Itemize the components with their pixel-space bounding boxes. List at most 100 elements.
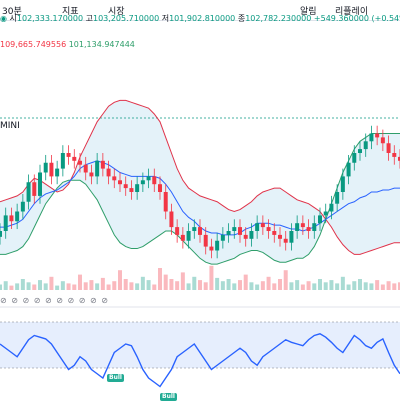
bull-signal-2: Bull — [160, 393, 177, 401]
volume-bar — [78, 274, 82, 290]
volume-bar — [346, 284, 351, 290]
volume-bar — [112, 281, 117, 290]
candle-body — [358, 149, 362, 153]
volume-bar — [106, 284, 111, 290]
candle-body — [386, 143, 391, 153]
candle-body — [289, 231, 294, 243]
volume-bar — [0, 284, 2, 290]
candle-body — [163, 192, 168, 212]
candle-body — [140, 180, 145, 185]
bb-lower-value: 101,134.947444 — [68, 40, 135, 49]
candle-body — [398, 156, 400, 161]
candle-body — [43, 162, 48, 173]
volume-bar — [55, 285, 60, 290]
volume-bar — [380, 284, 385, 290]
volume-bar — [340, 276, 345, 290]
candle-body — [392, 153, 397, 157]
candle-body — [295, 223, 300, 231]
candle-body — [363, 141, 368, 150]
volume-bar — [38, 280, 42, 290]
volume-bar — [283, 270, 288, 290]
bb-legend: 109,665.749556 101,134.947444 — [0, 40, 135, 49]
candle-body — [95, 160, 100, 177]
symbol-fragment: MINI — [0, 121, 20, 131]
volume-bar — [203, 282, 208, 290]
volume-bar — [289, 282, 294, 290]
candle-body — [300, 223, 305, 228]
toolbar-replay[interactable]: 리플레이 — [335, 7, 369, 17]
candle-body — [192, 227, 197, 231]
volume-bar — [266, 276, 271, 290]
candle-body — [89, 172, 94, 177]
volume-bar — [392, 283, 397, 290]
candle-body — [260, 223, 265, 228]
candle-body — [180, 234, 185, 241]
candle-body — [375, 133, 380, 138]
volume-bar — [60, 281, 65, 290]
volume-bar — [335, 283, 340, 290]
volume-bar — [186, 283, 191, 290]
candle-body — [60, 153, 65, 169]
candle-body — [198, 227, 202, 235]
candle-body — [329, 203, 334, 212]
candle-body — [32, 182, 37, 196]
oscillator-controls[interactable]: ⊘ ⊘ ⊘ ⊘ ⊘ ⊘ ⊘ ⊘ ⊘ ⊘ — [0, 296, 109, 305]
top-toolbar: 30분 지표 시장 알림 리플레이 — [0, 0, 400, 21]
eye-icon[interactable]: ◉ — [0, 14, 7, 23]
bull-signal-1: Bull — [107, 374, 124, 382]
candle-body — [255, 223, 260, 231]
candle-body — [232, 227, 237, 231]
volume-bar — [89, 280, 94, 290]
volume-bar — [169, 279, 174, 290]
volume-bar — [318, 279, 322, 290]
volume-bar — [100, 277, 105, 290]
volume-bar — [272, 283, 277, 290]
volume-bar — [135, 283, 140, 290]
volume-bar — [72, 284, 77, 290]
bb-lower-line — [0, 133, 400, 265]
candle-body — [106, 168, 111, 177]
volume-bar — [226, 279, 231, 290]
oscillator-band — [0, 322, 400, 368]
volume-bar — [295, 280, 300, 290]
volume-bar — [43, 283, 48, 290]
candle-body — [323, 211, 328, 216]
volume-bar — [306, 281, 311, 290]
candle-body — [340, 176, 345, 192]
toolbar-market[interactable]: 시장 — [108, 7, 125, 17]
candle-body — [129, 188, 134, 192]
toolbar-alerts[interactable]: 알림 — [300, 7, 317, 17]
volume-bar — [66, 283, 71, 290]
volume-bar — [158, 268, 162, 290]
volume-bar — [243, 274, 248, 290]
candle-body — [318, 215, 322, 224]
toolbar-indicators[interactable]: 지표 — [62, 7, 79, 17]
volume-bar — [215, 277, 220, 290]
volume-bar — [95, 283, 100, 290]
volume-bar — [163, 274, 168, 290]
volume-bar — [249, 282, 254, 290]
candle-body — [283, 238, 288, 243]
candle-body — [135, 184, 140, 192]
toolbar-interval[interactable]: 30분 — [2, 7, 22, 17]
candle-body — [55, 168, 60, 177]
volume-bar — [146, 280, 151, 290]
candle-body — [118, 180, 122, 185]
candle-body — [49, 162, 54, 177]
candle-body — [72, 156, 77, 161]
candle-body — [312, 223, 317, 231]
ohlc-legend: ◉ 시102,333.170000 고103,205.710000 저101,9… — [0, 0, 400, 49]
candle-body — [220, 234, 225, 241]
candle-body — [83, 164, 88, 173]
candle-body — [278, 234, 282, 239]
volume-bar — [123, 279, 128, 290]
volume-bar — [386, 281, 391, 290]
candle-body — [146, 176, 151, 181]
candle-body — [20, 201, 25, 212]
bb-fill — [0, 100, 400, 265]
candle-body — [123, 184, 128, 189]
candle-body — [346, 162, 351, 177]
volume-bar — [220, 281, 225, 290]
bb-upper-value: 109,665.749556 — [0, 40, 67, 49]
